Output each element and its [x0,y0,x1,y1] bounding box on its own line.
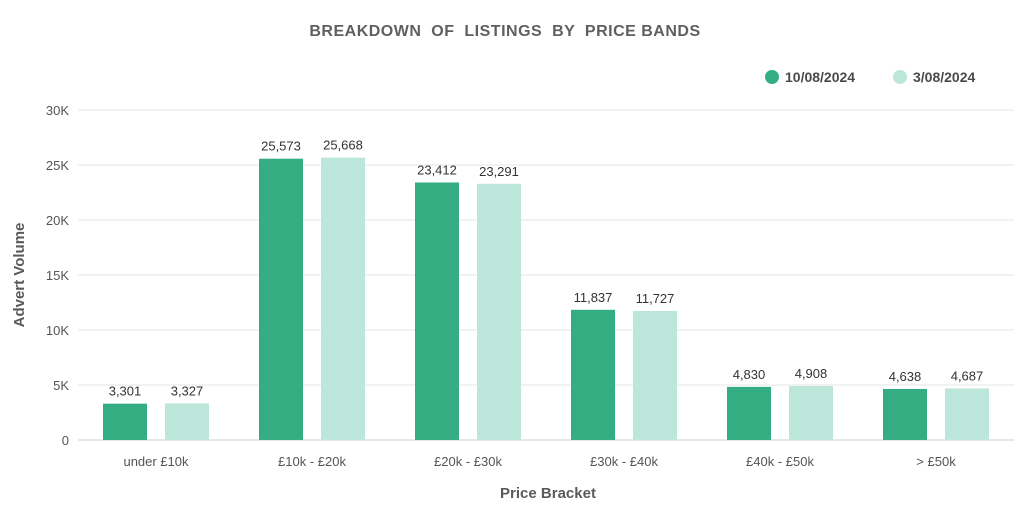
data-labels: 3,301 3,327 25,573 25,668 23,412 23,291 11,837… [109,138,984,399]
y-axis-ticks: 0 5K 10K 15K 20K 25K 30K [46,103,69,448]
data-label-series-2-0: 3,327 [171,383,204,398]
x-category-label: £40k - £50k [746,454,814,469]
data-label-series-2-3: 11,727 [636,291,675,306]
chart-title: BREAKDOWN OF LISTINGS BY PRICE BANDS [309,23,700,40]
data-label-series-1-5: 4,638 [889,369,922,384]
y-tick-label: 20K [46,213,69,228]
x-category-label: > £50k [916,454,956,469]
x-category-label: £20k - £30k [434,454,502,469]
x-axis-title: Price Bracket [500,485,596,502]
legend-item-series-2[interactable]: 3/08/2024 [893,69,975,85]
legend-label-series-2: 3/08/2024 [913,69,975,85]
x-category-label: under £10k [123,454,189,469]
y-tick-label: 30K [46,103,69,118]
bar-series-2-5[interactable] [945,388,989,440]
x-category-label: £10k - £20k [278,454,346,469]
bar-series-1-2[interactable] [415,182,459,440]
x-category-label: £30k - £40k [590,454,658,469]
bar-series-2-3[interactable] [633,311,677,440]
bar-series-2-1[interactable] [321,157,365,441]
bar-series-2-4[interactable] [789,386,833,440]
legend-marker-series-1 [765,70,779,84]
bar-series-2-2[interactable] [477,183,521,440]
data-label-series-1-1: 25,573 [261,139,301,154]
bar-series-2-0[interactable] [165,403,209,440]
y-tick-label: 25K [46,158,69,173]
data-label-series-2-4: 4,908 [795,366,828,381]
data-label-series-2-5: 4,687 [951,368,984,383]
y-tick-label: 0 [62,433,69,448]
y-tick-label: 10K [46,323,69,338]
bar-series-1-5[interactable] [883,388,927,440]
y-axis-title: Advert Volume [11,223,28,328]
legend-marker-series-2 [893,70,907,84]
bar-series-1-1[interactable] [259,158,303,440]
bar-series-1-3[interactable] [571,309,615,440]
data-label-series-1-0: 3,301 [109,384,142,399]
data-label-series-1-2: 23,412 [417,162,457,177]
bars [103,157,989,441]
legend-item-series-1[interactable]: 10/08/2024 [765,69,855,85]
y-tick-label: 5K [53,378,69,393]
data-label-series-2-2: 23,291 [479,164,519,179]
data-label-series-2-1: 25,668 [323,138,363,153]
data-label-series-1-3: 11,837 [574,290,613,305]
data-label-series-1-4: 4,830 [733,367,766,382]
legend[interactable]: 10/08/2024 3/08/2024 [765,69,975,85]
x-axis-categories: under £10k £10k - £20k £20k - £30k £30k - £… [123,454,956,469]
y-tick-label: 15K [46,268,69,283]
legend-label-series-1: 10/08/2024 [785,69,855,85]
gridlines [78,109,1014,441]
bar-series-1-0[interactable] [103,403,147,440]
bar-series-1-4[interactable] [727,386,771,440]
